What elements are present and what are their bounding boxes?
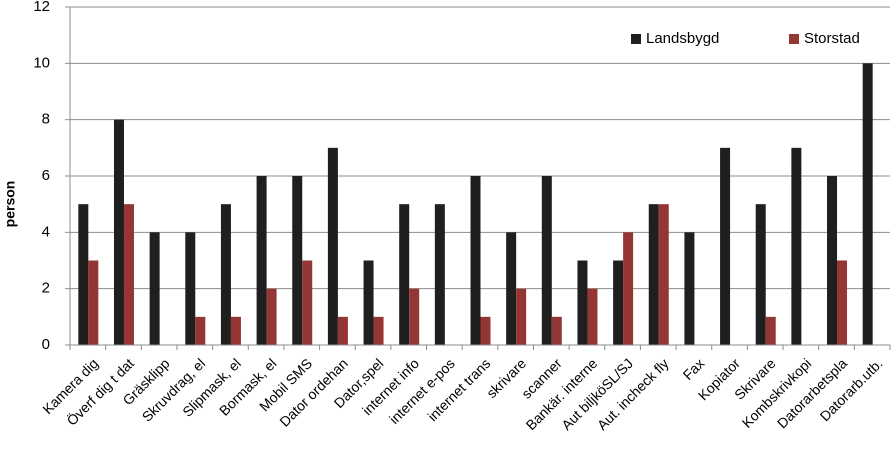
bar-landsbygd xyxy=(78,204,89,345)
bar-landsbygd xyxy=(541,176,552,345)
bar-landsbygd xyxy=(684,232,695,345)
x-category-label: Fax xyxy=(680,355,708,383)
bar-landsbygd xyxy=(506,232,517,345)
legend-swatch-landsbygd xyxy=(631,34,641,44)
bar-storstad xyxy=(88,260,99,345)
y-tick-label: 6 xyxy=(42,167,50,184)
bar-landsbygd xyxy=(613,260,624,345)
axes xyxy=(65,6,891,350)
bar-storstad xyxy=(837,260,848,345)
bar-landsbygd xyxy=(149,232,160,345)
bar-storstad xyxy=(302,260,313,345)
bar-landsbygd xyxy=(220,204,231,345)
bar-storstad xyxy=(123,204,134,345)
y-tick-labels: 0 2 4 6 8 10 12 xyxy=(33,0,50,353)
y-tick-label: 12 xyxy=(33,0,50,15)
bar-landsbygd xyxy=(256,176,267,345)
bar-landsbygd xyxy=(185,232,196,345)
bar-storstad xyxy=(195,316,206,345)
bar-landsbygd xyxy=(862,63,873,345)
bar-storstad xyxy=(337,316,348,345)
legend: Landsbygd Storstad xyxy=(631,30,860,47)
bar-storstad xyxy=(587,288,598,345)
bar-storstad xyxy=(765,316,776,345)
bar-landsbygd xyxy=(755,204,766,345)
bar-landsbygd xyxy=(399,204,410,345)
bar-landsbygd xyxy=(292,176,303,345)
bar-landsbygd xyxy=(434,204,445,345)
bar-landsbygd xyxy=(791,147,802,345)
y-tick-label: 0 xyxy=(42,336,50,353)
bar-storstad xyxy=(409,288,420,345)
y-axis-label: person xyxy=(2,181,18,228)
y-tick-label: 8 xyxy=(42,111,50,128)
y-tick-label: 10 xyxy=(33,54,50,71)
bar-landsbygd xyxy=(577,260,588,345)
bar-storstad xyxy=(266,288,277,345)
y-tick-label: 2 xyxy=(42,280,50,297)
bar-landsbygd xyxy=(648,204,659,345)
bar-storstad xyxy=(230,316,241,345)
bar-landsbygd xyxy=(827,176,838,345)
bar-landsbygd xyxy=(470,176,481,345)
bar-storstad xyxy=(658,204,669,345)
bar-storstad xyxy=(623,232,634,345)
legend-label-storstad: Storstad xyxy=(804,30,860,47)
bar-landsbygd xyxy=(720,147,731,345)
bar-storstad xyxy=(480,316,491,345)
bar-storstad xyxy=(551,316,562,345)
legend-label-landsbygd: Landsbygd xyxy=(646,30,719,47)
x-category-label: Datorarb.utb. xyxy=(817,355,886,424)
bar-landsbygd xyxy=(113,119,124,346)
bar-landsbygd xyxy=(327,147,338,345)
legend-swatch-storstad xyxy=(789,34,799,44)
bar-storstad xyxy=(373,316,384,345)
bar-storstad xyxy=(516,288,527,345)
bar-landsbygd xyxy=(363,260,374,345)
bars xyxy=(78,63,873,346)
y-tick-label: 4 xyxy=(42,223,50,240)
